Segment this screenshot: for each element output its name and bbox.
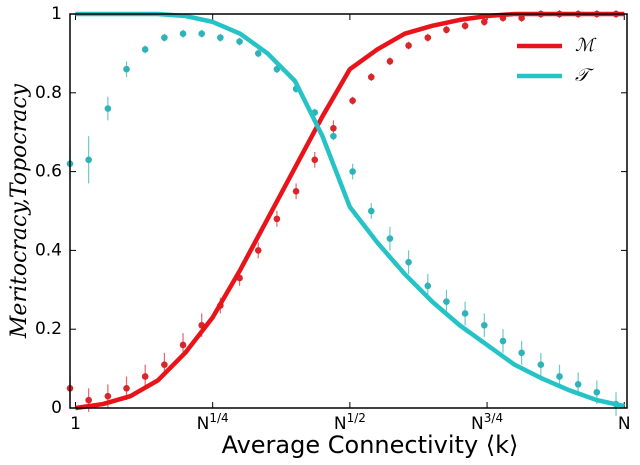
data-point	[481, 321, 488, 329]
data-point	[556, 373, 563, 380]
y-tick-label: 0.2	[35, 319, 62, 339]
data-point	[593, 388, 601, 396]
x-tick-label-base: 1	[70, 414, 81, 434]
x-axis-label: Average Connectivity ⟨k⟩	[222, 431, 519, 459]
data-point	[461, 310, 469, 317]
data-point	[481, 18, 488, 26]
data-point	[254, 247, 262, 254]
x-tick-label-sup: 3/4	[484, 411, 503, 425]
x-tick-label: 1	[70, 414, 81, 434]
x-tick-label-sup: 1/4	[209, 411, 228, 425]
data-point	[273, 215, 281, 223]
data-point	[499, 337, 507, 345]
data-point	[367, 207, 375, 215]
data-point	[104, 392, 112, 400]
data-point	[424, 34, 432, 41]
data-point	[386, 57, 394, 65]
data-point	[141, 373, 149, 380]
data-point	[311, 156, 319, 164]
data-point	[141, 46, 149, 53]
data-point	[85, 156, 92, 164]
y-tick-label: 0.4	[35, 240, 62, 260]
data-point	[518, 14, 525, 22]
data-point	[574, 381, 582, 388]
data-point	[85, 396, 92, 404]
data-point	[537, 361, 545, 368]
x-tick-label: N1/2	[334, 411, 366, 435]
data-point	[104, 105, 112, 112]
y-tick-label: 1	[51, 4, 62, 24]
data-point	[292, 188, 300, 195]
x-tick-label-base: N	[197, 414, 210, 434]
data-point	[518, 349, 525, 357]
data-point	[330, 124, 337, 132]
x-tick-label: N1/4	[197, 411, 229, 435]
data-point	[349, 97, 356, 104]
data-point	[443, 26, 450, 34]
data-point	[161, 361, 168, 368]
legend-label: ℳ	[575, 35, 597, 56]
y-tick-label: 0.8	[35, 83, 62, 103]
data-point	[424, 282, 432, 290]
data-point	[217, 34, 224, 41]
legend-label: 𝒯	[575, 65, 594, 86]
y-tick-label: 0.6	[35, 162, 62, 182]
data-point	[367, 73, 375, 81]
data-point	[179, 30, 187, 37]
y-axis-label: Meritocracy,Topocracy	[7, 83, 32, 339]
x-tick-label: N3/4	[471, 411, 503, 435]
x-tick-label: N	[618, 414, 631, 434]
data-point	[236, 38, 243, 45]
plot-frame	[69, 13, 628, 409]
data-point	[405, 42, 412, 49]
data-point	[123, 385, 130, 392]
line	[75, 11, 625, 411]
y-tick-label: 0	[51, 398, 62, 418]
data-point	[254, 50, 262, 57]
data-point	[179, 341, 187, 349]
data-point	[386, 235, 394, 242]
data-point	[349, 168, 356, 175]
data-point	[123, 65, 130, 73]
x-tick-label-base: N	[471, 414, 484, 434]
data-point	[443, 298, 450, 305]
data-point	[161, 34, 168, 41]
data-point	[405, 258, 412, 266]
x-tick-label-base: N	[618, 414, 631, 434]
x-tick-label-base: N	[334, 414, 347, 434]
data-point	[330, 132, 337, 140]
data-point	[198, 30, 206, 37]
data-point	[461, 22, 469, 30]
x-tick-label-sup: 1/2	[347, 411, 366, 425]
